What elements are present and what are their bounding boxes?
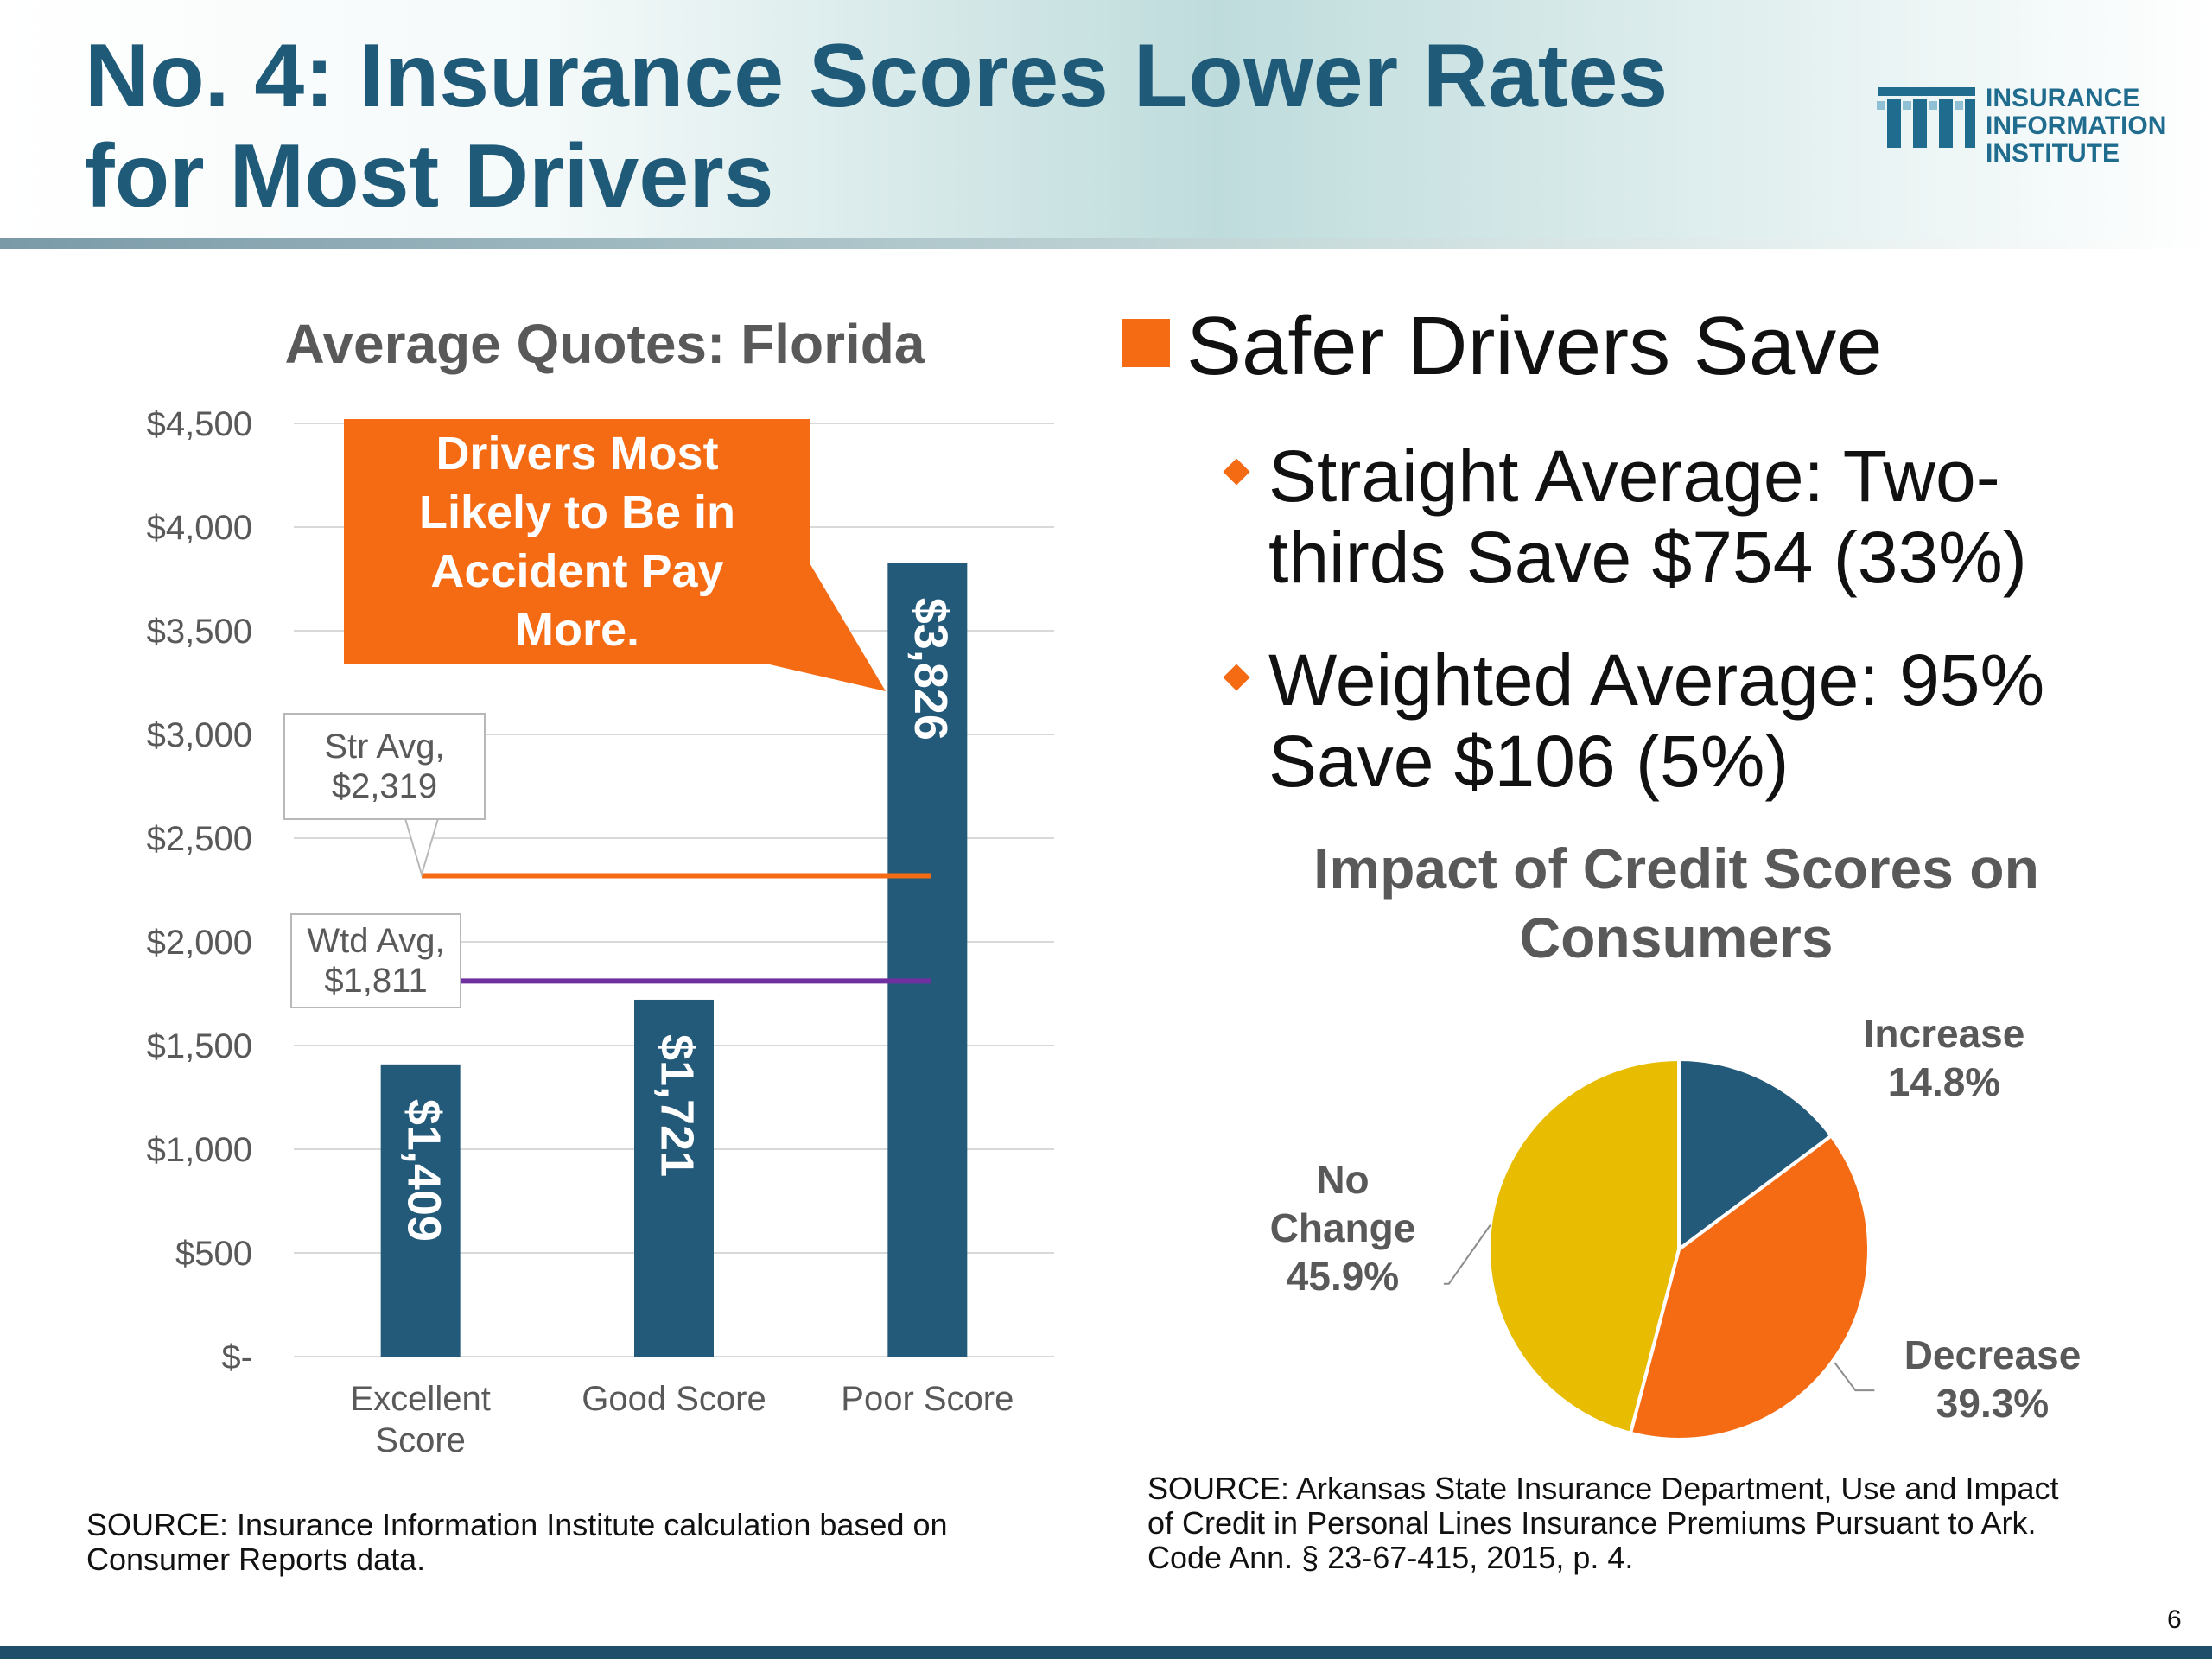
source-left: SOURCE: Insurance Information Institute … xyxy=(86,1507,948,1577)
pie-label: 45.9% xyxy=(1287,1254,1399,1299)
wtd-avg-label: Wtd Avg, $1,811 xyxy=(290,913,461,1008)
logo-line2: INFORMATION xyxy=(1986,111,2167,140)
header-rule xyxy=(0,238,2212,249)
y-tick-label: $4,500 xyxy=(147,405,252,443)
main-bullet-square-icon xyxy=(1122,319,1170,367)
bar xyxy=(887,563,968,1357)
x-tick-label: Good Score xyxy=(582,1380,766,1418)
y-tick-label: $3,000 xyxy=(147,716,252,754)
y-tick-label: $500 xyxy=(175,1235,252,1273)
logo-line1: INSURANCE xyxy=(1986,84,2140,112)
pie-slice xyxy=(1487,1057,1681,1436)
page-number: 6 xyxy=(2167,1605,2182,1634)
pie-slice xyxy=(1677,1057,1834,1253)
pie-chart-title: Impact of Credit Scores on Consumers xyxy=(1313,836,2039,969)
footer-bar xyxy=(0,1646,2212,1659)
pie-label: 39.3% xyxy=(1936,1381,2049,1426)
bar-value-label: $1,409 xyxy=(397,1099,449,1242)
bar xyxy=(634,999,714,1357)
y-tick-label: $- xyxy=(221,1338,252,1376)
wtd-avg-line1: Wtd Avg, xyxy=(307,922,445,960)
pie-label: 14.8% xyxy=(1888,1059,2000,1104)
pie-label: No xyxy=(1316,1157,1369,1202)
bar-value-label: $1,721 xyxy=(652,1034,703,1177)
header-band xyxy=(0,0,2212,244)
pie-label: Change xyxy=(1270,1205,1416,1250)
pie-slice xyxy=(1628,1133,1871,1441)
diamond-bullet-icon xyxy=(1223,458,1250,486)
bar-value-label: $3,826 xyxy=(905,598,957,741)
main-bullet: Safer Drivers Save xyxy=(1186,300,1883,392)
y-tick-label: $2,500 xyxy=(147,820,252,858)
pie-label: Decrease xyxy=(1904,1332,2082,1377)
y-tick-label: $3,500 xyxy=(147,613,252,651)
bar-chart-title: Average Quotes: Florida xyxy=(285,313,925,375)
source-right: SOURCE: Arkansas State Insurance Departm… xyxy=(1147,1471,2059,1575)
x-tick-label: Score xyxy=(375,1421,466,1459)
logo-line3: INSTITUTE xyxy=(1986,139,2120,168)
slide-title: No. 4: Insurance Scores Lower Rates for … xyxy=(85,26,1770,226)
x-tick-label: Excellent xyxy=(351,1380,491,1418)
str-avg-label: Str Avg, $2,319 xyxy=(283,713,486,820)
x-tick-label: Poor Score xyxy=(841,1380,1014,1418)
callout-box: Drivers Most Likely to Be in Accident Pa… xyxy=(344,419,810,664)
iii-logo-icon xyxy=(1877,87,1975,148)
logo-text: INSURANCE INFORMATION INSTITUTE xyxy=(1986,85,2166,168)
bar xyxy=(380,1064,461,1357)
pie-label: Increase xyxy=(1864,1011,2025,1056)
wtd-avg-line2: $1,811 xyxy=(324,962,428,1000)
y-tick-label: $2,000 xyxy=(147,924,252,962)
sub-bullet-weighted: Weighted Average: 95% Save $106 (5%) xyxy=(1268,639,2045,802)
pie-leader-line xyxy=(1834,1362,1875,1392)
pie-leader-line xyxy=(1443,1224,1491,1285)
bar-chart: Average Quotes: Florida $- $500 $1,000 $1,5… xyxy=(147,313,1054,1459)
str-avg-line2: $2,319 xyxy=(331,767,438,805)
str-avg-line1: Str Avg, xyxy=(324,728,445,766)
sub-bullet-straight: Straight Average: Two-thirds Save $754 (… xyxy=(1268,435,2027,598)
y-tick-label: $4,000 xyxy=(147,509,252,547)
y-tick-label: $1,000 xyxy=(147,1131,252,1169)
diamond-bullet-icon xyxy=(1223,664,1250,691)
y-tick-label: $1,500 xyxy=(147,1027,252,1065)
slide-title-line1: No. 4: Insurance Scores Lower Rates xyxy=(85,26,1669,126)
slide-title-line2: for Most Drivers xyxy=(85,126,774,226)
